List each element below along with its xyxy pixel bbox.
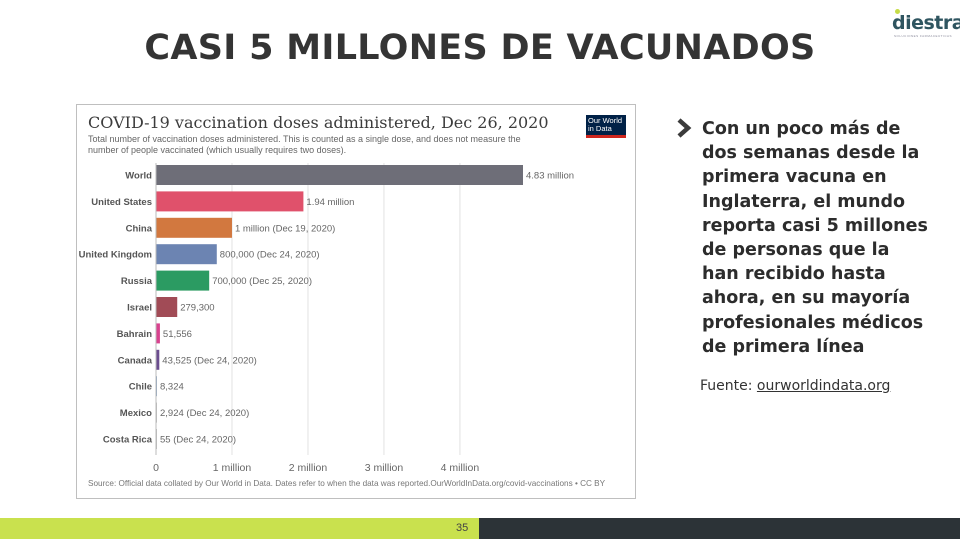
logo-dot-icon: [895, 9, 900, 14]
footer-dark-bar: [479, 518, 960, 539]
logo-text: diestra: [892, 12, 960, 34]
category-label: World: [125, 171, 152, 182]
source-link[interactable]: ourworldindata.org: [756, 378, 891, 394]
data-label: 43,525 (Dec 24, 2020): [162, 355, 257, 366]
bar: [156, 270, 210, 291]
bar: [156, 191, 304, 212]
body-text: Con un poco más de dos semanas desde la …: [702, 119, 928, 357]
bar: [156, 297, 178, 317]
category-label: United Kingdom: [79, 250, 152, 261]
data-label: 2,924 (Dec 24, 2020): [160, 408, 249, 419]
chart-subtitle: Total number of vaccination doses admini…: [88, 134, 521, 155]
owid-logo-line2: in Data: [588, 124, 612, 133]
data-label: 51,556: [163, 329, 192, 340]
data-label: 8,324: [160, 382, 184, 393]
chevron-right-icon: [677, 118, 692, 138]
footer-accent-bar: [0, 518, 479, 539]
x-tick-label: 4 million: [441, 462, 480, 474]
bar: [156, 349, 160, 370]
category-label: Bahrain: [117, 329, 153, 340]
category-label: Chile: [129, 382, 152, 393]
brand-logo: diestra SOLUCIONES FARMACEUTICAS: [884, 8, 960, 38]
x-tick-label: 1 million: [213, 462, 252, 474]
category-label: Mexico: [120, 408, 152, 419]
category-label: Russia: [121, 276, 153, 287]
data-label: 4.83 million: [526, 171, 574, 182]
source-prefix: Fuente:: [700, 378, 757, 394]
category-label: Canada: [118, 355, 153, 366]
category-label: Costa Rica: [103, 435, 153, 446]
chart-panel: COVID-19 vaccination doses administered,…: [76, 104, 636, 499]
chart-title: COVID-19 vaccination doses administered,…: [88, 113, 549, 132]
bar: [156, 323, 160, 344]
owid-logo-stripe: [586, 135, 626, 138]
slide-title: CASI 5 MILLONES DE VACUNADOS: [144, 28, 816, 68]
data-label: 279,300: [180, 303, 214, 314]
x-tick-label: 0: [153, 462, 159, 474]
data-label: 55 (Dec 24, 2020): [160, 435, 236, 446]
bar: [156, 165, 523, 185]
bar: [156, 217, 232, 238]
bar-chart: 0 1 million 2 million 3 million 4 million Wor…: [79, 163, 574, 474]
data-label: 700,000 (Dec 25, 2020): [212, 276, 312, 287]
chart-source: Source: Official data collated by Our Wo…: [88, 479, 606, 488]
category-label: China: [126, 223, 153, 234]
category-label: Israel: [127, 303, 152, 314]
bar: [156, 244, 217, 265]
x-tick-label: 2 million: [289, 462, 328, 474]
source-line: Fuente: ourworldindata.org: [700, 378, 890, 394]
data-label: 800,000 (Dec 24, 2020): [220, 250, 320, 261]
page-number: 35: [456, 522, 469, 534]
data-label: 1 million (Dec 19, 2020): [235, 223, 335, 234]
owid-logo: Our World in Data: [586, 115, 626, 138]
data-label: 1.94 million: [306, 197, 354, 208]
x-tick-label: 3 million: [365, 462, 404, 474]
owid-logo-line1: Our World: [588, 116, 623, 125]
category-label: United States: [91, 197, 152, 208]
logo-subtext: SOLUCIONES FARMACEUTICAS: [894, 34, 953, 38]
